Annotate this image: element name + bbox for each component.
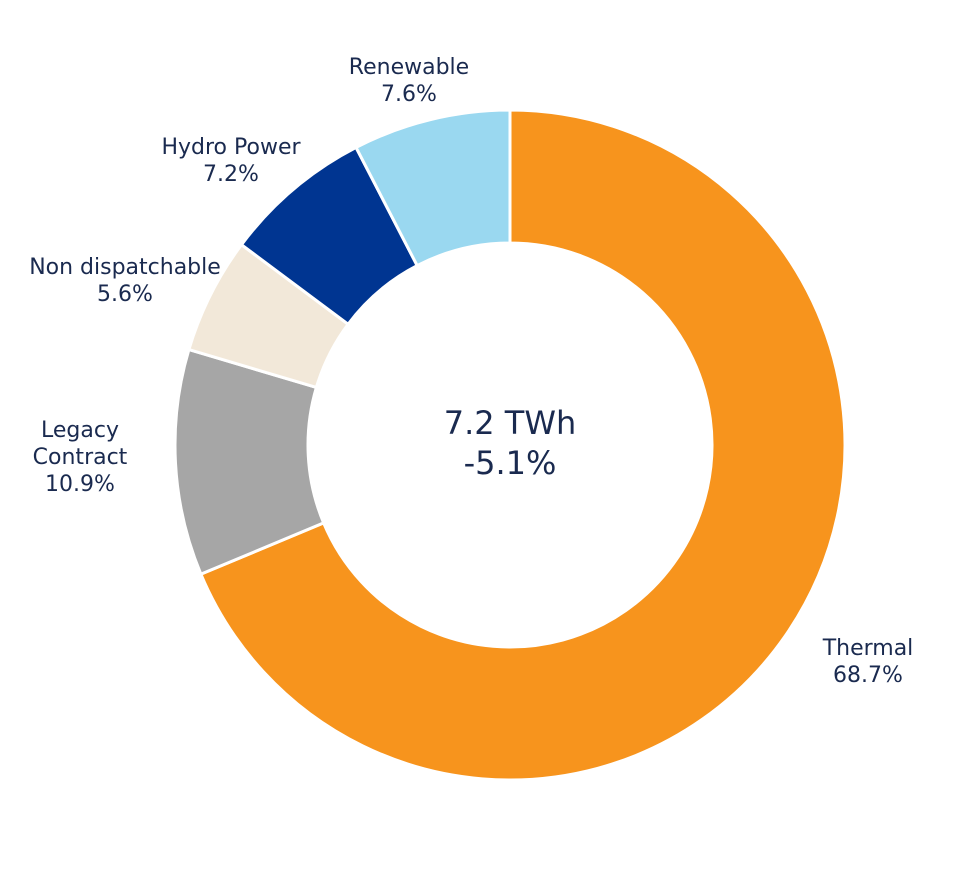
label-non-dispatchable-value: 5.6% xyxy=(97,282,153,307)
slice-thermal xyxy=(198,108,847,782)
label-legacy-contract-value: 10.9% xyxy=(45,472,115,497)
label-thermal-name: Thermal xyxy=(822,636,914,661)
label-non-dispatchable-name: Non dispatchable xyxy=(29,255,221,280)
label-hydro-power-value: 7.2% xyxy=(203,162,259,187)
donut-slices xyxy=(173,108,847,782)
label-legacy-contract-name: Contract xyxy=(33,445,128,470)
label-hydro-power-name: Hydro Power xyxy=(161,135,301,160)
center-total: 7.2 TWh xyxy=(444,404,577,442)
slice-renewable xyxy=(354,108,512,268)
center-change: -5.1% xyxy=(464,444,557,482)
label-renewable-value: 7.6% xyxy=(381,82,437,107)
label-renewable-name: Renewable xyxy=(349,55,469,80)
label-thermal-value: 68.7% xyxy=(833,663,903,688)
label-legacy-contract-name: Legacy xyxy=(41,418,119,443)
